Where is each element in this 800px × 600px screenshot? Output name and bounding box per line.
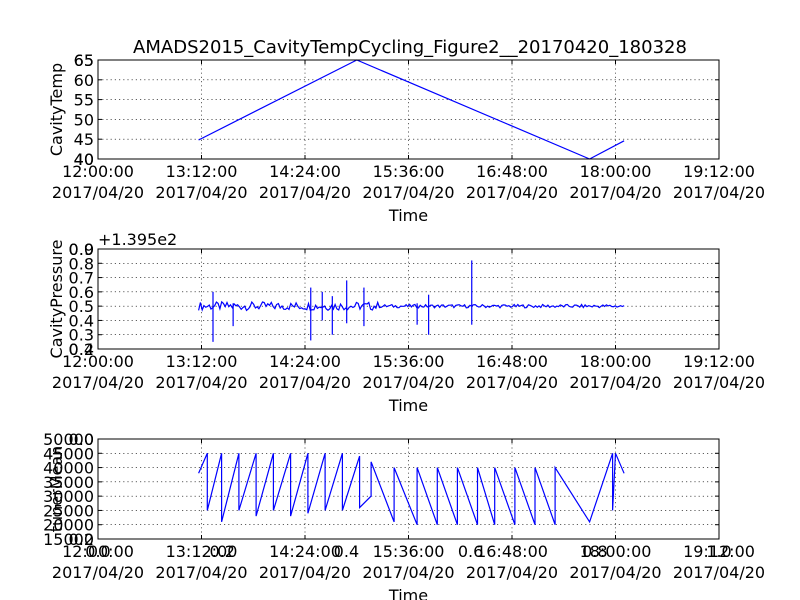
x-axis-label: Time bbox=[388, 396, 428, 415]
overlay-x-label: 0.4 bbox=[334, 542, 359, 561]
y-tick-label: 65 bbox=[74, 51, 94, 70]
y-tick-label: 0.3 bbox=[69, 326, 94, 345]
overlay-y-label: 65 bbox=[74, 51, 94, 70]
overlay-x-label: 0.0 bbox=[85, 542, 110, 561]
x-tick-label: 13:12:00 bbox=[166, 352, 238, 371]
y-tick-label: 0.5 bbox=[69, 297, 94, 316]
x-tick-date: 2017/04/20 bbox=[155, 183, 247, 202]
x-tick-date: 2017/04/20 bbox=[673, 373, 765, 392]
overlay-x-label: 0.6 bbox=[458, 542, 483, 561]
overlay-y-label: 0.0 bbox=[69, 240, 94, 259]
overlay-y-label: 40 bbox=[74, 150, 94, 169]
x-tick-date: 2017/04/20 bbox=[673, 563, 765, 582]
y-axis-label: CavityPressure bbox=[47, 240, 66, 359]
y-tick-label: 30000 bbox=[43, 487, 94, 506]
y-tick-label: 50000 bbox=[43, 430, 94, 449]
y-tick-label: 55 bbox=[74, 91, 94, 110]
series-line bbox=[198, 300, 625, 312]
y-tick-label: 0.4 bbox=[69, 311, 94, 330]
overlay-y-label: 0.0 bbox=[69, 430, 94, 449]
y-tick-label: 50 bbox=[74, 110, 94, 129]
x-tick-date: 2017/04/20 bbox=[362, 183, 454, 202]
panel-tuner-mean: 12:00:00 2017/04/20 13:12:00 2017/04/20 14:2… bbox=[43, 430, 765, 600]
x-tick-date: 2017/04/20 bbox=[466, 183, 558, 202]
x-tick-date: 2017/04/20 bbox=[569, 563, 661, 582]
y-axis-label: CavityTemp bbox=[47, 63, 66, 156]
x-tick-date: 2017/04/20 bbox=[569, 183, 661, 202]
overlay-x-label: 0.2 bbox=[209, 542, 234, 561]
x-tick-date: 2017/04/20 bbox=[569, 373, 661, 392]
x-tick-date: 2017/04/20 bbox=[52, 563, 144, 582]
x-tick-label: 15:36:00 bbox=[373, 162, 445, 181]
x-axis-label: Time bbox=[388, 586, 428, 600]
x-tick-label: 13:12:00 bbox=[166, 542, 238, 561]
y-tick-label: 0.9 bbox=[69, 240, 94, 259]
x-tick-label: 14:24:00 bbox=[269, 542, 341, 561]
y-tick-label: 35000 bbox=[43, 473, 94, 492]
y-tick-label: 0.2 bbox=[69, 340, 94, 359]
y-tick-label: 25000 bbox=[43, 501, 94, 520]
x-axis-label: Time bbox=[388, 206, 428, 225]
y-tick-label: 60 bbox=[74, 71, 94, 90]
y-tick-label: 0.7 bbox=[69, 269, 94, 288]
x-tick-label: 14:24:00 bbox=[269, 162, 341, 181]
x-tick-date: 2017/04/20 bbox=[466, 563, 558, 582]
x-tick-label: 19:12:00 bbox=[683, 542, 755, 561]
y-tick-label: 15000 bbox=[43, 530, 94, 549]
y-tick-label: 0.6 bbox=[69, 283, 94, 302]
x-tick-label: 13:12:00 bbox=[166, 162, 238, 181]
x-tick-date: 2017/04/20 bbox=[52, 183, 144, 202]
x-tick-label: 15:36:00 bbox=[373, 352, 445, 371]
x-tick-date: 2017/04/20 bbox=[259, 373, 351, 392]
x-tick-label: 19:12:00 bbox=[683, 162, 755, 181]
series-line bbox=[198, 453, 625, 525]
overlay-x-label: 0.8 bbox=[582, 542, 607, 561]
x-tick-date: 2017/04/20 bbox=[259, 563, 351, 582]
x-tick-label: 18:00:00 bbox=[580, 542, 652, 561]
offset-label: +1.395e2 bbox=[98, 230, 177, 249]
x-tick-label: 12:00:00 bbox=[62, 542, 134, 561]
overlay-x-label: 1.0 bbox=[706, 542, 731, 561]
y-tick-label: 45000 bbox=[43, 444, 94, 463]
x-tick-date: 2017/04/20 bbox=[362, 373, 454, 392]
x-tick-label: 18:00:00 bbox=[580, 352, 652, 371]
y-tick-label: 40 bbox=[74, 150, 94, 169]
x-tick-label: 16:48:00 bbox=[476, 542, 548, 561]
x-tick-date: 2017/04/20 bbox=[155, 563, 247, 582]
x-tick-label: 12:00:00 bbox=[62, 352, 134, 371]
x-tick-date: 2017/04/20 bbox=[52, 373, 144, 392]
y-tick-label: 40000 bbox=[43, 459, 94, 478]
chart-title: AMADS2015_CavityTempCycling_Figure2__201… bbox=[133, 37, 687, 58]
x-tick-date: 2017/04/20 bbox=[259, 183, 351, 202]
overlay-y-label: 0.4 bbox=[69, 340, 94, 359]
y-tick-label: 0.8 bbox=[69, 254, 94, 273]
y-tick-label: 45 bbox=[74, 130, 94, 149]
y-tick-label: 20000 bbox=[43, 516, 94, 535]
overlay-y-label: 0.2 bbox=[69, 530, 94, 549]
y-axis-label: tunerMean bbox=[47, 446, 66, 533]
x-tick-label: 14:24:00 bbox=[269, 352, 341, 371]
panel-cavity-temp: 12:00:00 2017/04/20 13:12:00 2017/04/20 14:2… bbox=[47, 51, 765, 225]
series-line bbox=[198, 59, 625, 160]
x-tick-label: 12:00:00 bbox=[62, 162, 134, 181]
x-tick-label: 16:48:00 bbox=[476, 162, 548, 181]
x-tick-date: 2017/04/20 bbox=[673, 183, 765, 202]
x-tick-label: 18:00:00 bbox=[580, 162, 652, 181]
x-tick-date: 2017/04/20 bbox=[362, 563, 454, 582]
x-tick-label: 16:48:00 bbox=[476, 352, 548, 371]
x-tick-label: 19:12:00 bbox=[683, 352, 755, 371]
x-tick-label: 15:36:00 bbox=[373, 542, 445, 561]
x-tick-date: 2017/04/20 bbox=[466, 373, 558, 392]
x-tick-date: 2017/04/20 bbox=[155, 373, 247, 392]
panel-cavity-pressure: 12:00:00 2017/04/20 13:12:00 2017/04/20 14:2… bbox=[47, 230, 765, 415]
